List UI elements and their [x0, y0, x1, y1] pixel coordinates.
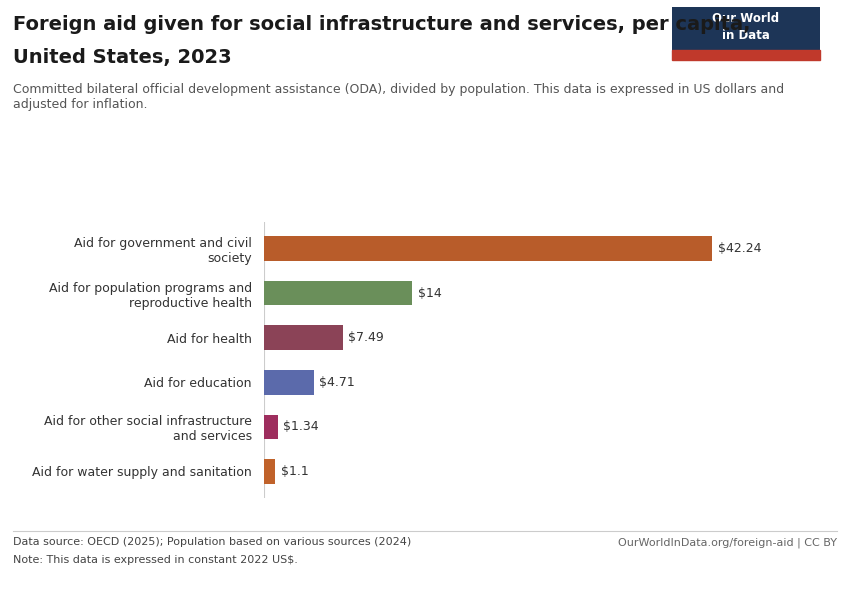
Bar	[264, 325, 343, 350]
Text: OurWorldInData.org/foreign-aid | CC BY: OurWorldInData.org/foreign-aid | CC BY	[618, 537, 837, 547]
Bar	[264, 415, 278, 439]
Text: Data source: OECD (2025); Population based on various sources (2024): Data source: OECD (2025); Population bas…	[13, 537, 411, 547]
Text: Foreign aid given for social infrastructure and services, per capita,: Foreign aid given for social infrastruct…	[13, 15, 751, 34]
Text: Our World
in Data: Our World in Data	[712, 12, 779, 42]
Bar	[264, 236, 712, 261]
Text: $1.34: $1.34	[283, 420, 319, 433]
Bar	[264, 281, 412, 305]
Bar	[264, 459, 275, 484]
Text: United States, 2023: United States, 2023	[13, 48, 231, 67]
Bar	[672, 50, 820, 60]
Text: $14: $14	[417, 287, 441, 300]
Text: Note: This data is expressed in constant 2022 US$.: Note: This data is expressed in constant…	[13, 555, 297, 565]
Text: $7.49: $7.49	[348, 331, 384, 344]
Text: $4.71: $4.71	[319, 376, 354, 389]
Text: $1.1: $1.1	[280, 465, 309, 478]
Bar	[264, 370, 314, 395]
Text: Committed bilateral official development assistance (ODA), divided by population: Committed bilateral official development…	[13, 83, 784, 111]
Text: $42.24: $42.24	[717, 242, 761, 255]
